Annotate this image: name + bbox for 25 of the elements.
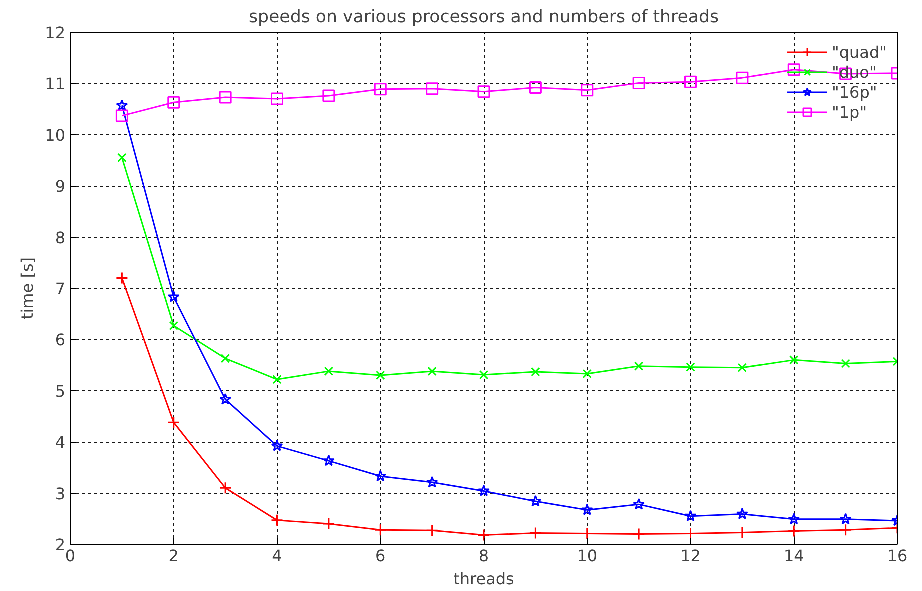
y-tick-label: 11 [45, 74, 66, 94]
y-tick-label: 8 [55, 228, 66, 248]
chart-title: speeds on various processors and numbers of threads [248, 8, 720, 28]
y-tick-label: 5 [55, 382, 66, 401]
x-tick-label: 6 [376, 546, 386, 566]
y-tick-label: 3 [55, 484, 66, 504]
x-tick-label: 0 [65, 546, 76, 566]
y-tick-label: 12 [45, 24, 66, 42]
y-tick-label: 10 [45, 126, 66, 145]
x-tick-label: 16 [887, 546, 908, 566]
x-tick-label: 14 [784, 546, 804, 566]
y-tick-label: 9 [55, 177, 66, 196]
x-tick-label: 12 [680, 546, 701, 566]
x-tick-label: 2 [168, 546, 179, 566]
x-tick-label: 10 [577, 546, 598, 566]
legend-label: "quad" [832, 42, 887, 62]
y-tick-label: 7 [55, 280, 66, 298]
legend-label: "16p" [832, 82, 878, 102]
x-tick-label: 4 [272, 546, 282, 566]
y-axis-title: time [s] [18, 257, 38, 320]
y-tick-label: 4 [55, 433, 66, 452]
x-axis-title: threads [454, 570, 514, 588]
legend-label: "1p" [832, 102, 868, 122]
x-tick-label: 8 [478, 546, 490, 566]
y-tick-label: 6 [55, 330, 66, 350]
